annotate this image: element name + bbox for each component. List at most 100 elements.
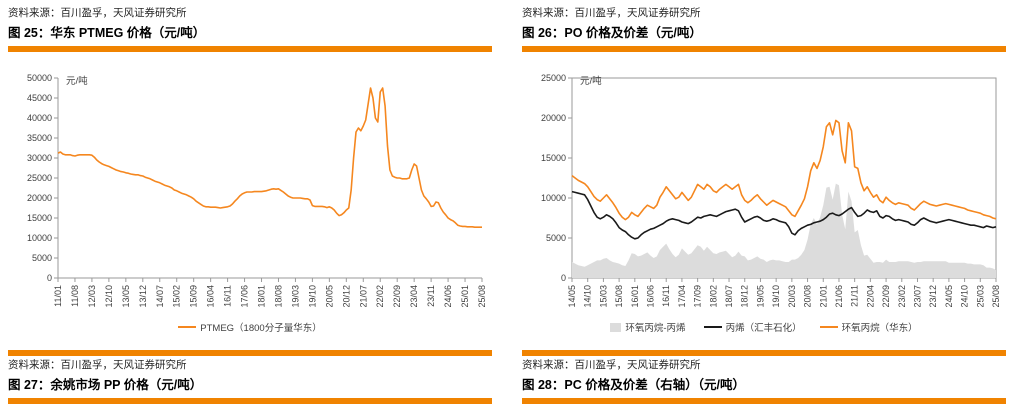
svg-text:25/08: 25/08 bbox=[477, 285, 487, 308]
svg-text:19/10: 19/10 bbox=[307, 285, 317, 308]
svg-text:11/08: 11/08 bbox=[70, 285, 80, 307]
svg-text:13/05: 13/05 bbox=[121, 285, 131, 308]
svg-text:16/11: 16/11 bbox=[661, 285, 671, 307]
svg-text:35000: 35000 bbox=[27, 133, 52, 143]
source-note-top: 资料来源：百川盈孚，天风证券研究所 bbox=[8, 7, 187, 19]
svg-text:40000: 40000 bbox=[27, 113, 52, 123]
svg-text:0: 0 bbox=[561, 273, 566, 283]
figure-title: 图 25：华东 PTMEG 价格（元/吨） bbox=[8, 26, 206, 40]
svg-text:15/03: 15/03 bbox=[598, 285, 608, 308]
ptmeg-price-chart: 0 5000 10000 15000 20000 25000 30000 35000 40000… bbox=[8, 58, 492, 334]
svg-text:45000: 45000 bbox=[27, 93, 52, 103]
source-note-top: 资料来源：百川盈孚，天风证券研究所 bbox=[522, 7, 701, 19]
legend-label: 丙烯（汇丰石化） bbox=[725, 323, 802, 334]
accent-bar bbox=[522, 46, 1006, 52]
chart-legend: PTMEG（1800分子量华东） bbox=[8, 320, 492, 334]
svg-text:22/04: 22/04 bbox=[865, 285, 875, 308]
svg-text:20/03: 20/03 bbox=[787, 285, 797, 308]
source-note-bottom: 资料来源：百川盈孚，天风证券研究所 bbox=[8, 359, 187, 371]
svg-text:5000: 5000 bbox=[546, 233, 566, 243]
svg-text:23/02: 23/02 bbox=[897, 285, 907, 308]
svg-text:16/06: 16/06 bbox=[646, 285, 656, 308]
svg-text:19/03: 19/03 bbox=[290, 285, 300, 308]
accent-bar bbox=[522, 350, 1006, 356]
svg-text:24/06: 24/06 bbox=[443, 285, 453, 308]
svg-text:12/10: 12/10 bbox=[104, 285, 114, 308]
svg-text:17/04: 17/04 bbox=[677, 285, 687, 308]
svg-text:21/01: 21/01 bbox=[818, 285, 828, 308]
svg-text:23/11: 23/11 bbox=[426, 285, 436, 307]
legend-label: 环氧丙烷-丙烯 bbox=[625, 323, 686, 334]
svg-text:14/10: 14/10 bbox=[583, 285, 593, 308]
next-figure-header: 资料来源：百川盈孚，天风证券研究所 图 27：余姚市场 PP 价格（元/吨） bbox=[8, 350, 492, 404]
chart-legend: 环氧丙烷-丙烯 丙烯（汇丰石化） 环氧丙烷（华东） bbox=[522, 320, 1006, 334]
svg-text:22/09: 22/09 bbox=[881, 285, 891, 308]
svg-text:15/02: 15/02 bbox=[172, 285, 182, 308]
svg-text:23/04: 23/04 bbox=[409, 285, 419, 308]
svg-text:20000: 20000 bbox=[27, 193, 52, 203]
svg-text:25000: 25000 bbox=[541, 73, 566, 83]
svg-text:15/08: 15/08 bbox=[614, 285, 624, 308]
svg-text:21/07: 21/07 bbox=[358, 285, 368, 308]
figure-title: 图 26：PO 价格及价差（元/吨） bbox=[522, 26, 702, 40]
svg-text:20/05: 20/05 bbox=[324, 285, 334, 308]
svg-text:10000: 10000 bbox=[27, 233, 52, 243]
legend-item: 环氧丙烷（华东） bbox=[819, 320, 918, 334]
svg-text:15000: 15000 bbox=[27, 213, 52, 223]
next-figure-header: 资料来源：百川盈孚，天风证券研究所 图 28：PC 价格及价差（右轴）（元/吨） bbox=[522, 350, 1006, 404]
legend-item: PTMEG（1800分子量华东） bbox=[178, 320, 322, 334]
legend-line-swatch bbox=[819, 326, 838, 328]
accent-bar bbox=[8, 46, 492, 52]
svg-text:元/吨: 元/吨 bbox=[66, 75, 88, 87]
svg-text:18/01: 18/01 bbox=[257, 285, 267, 308]
figure-panel-po: 资料来源：百川盈孚，天风证券研究所 图 26：PO 价格及价差（元/吨） 0 50… bbox=[522, 4, 1006, 404]
svg-text:20/08: 20/08 bbox=[803, 285, 813, 308]
next-figure-title: 图 27：余姚市场 PP 价格（元/吨） bbox=[8, 378, 203, 392]
legend-label: 环氧丙烷（华东） bbox=[841, 323, 918, 334]
po-price-spread-chart-canvas: 0 5000 10000 15000 20000 25000 14/05 14/10 15/03… bbox=[541, 73, 1001, 308]
svg-text:25/01: 25/01 bbox=[460, 285, 470, 308]
svg-text:13/12: 13/12 bbox=[138, 285, 148, 308]
svg-text:25/08: 25/08 bbox=[991, 285, 1001, 308]
source-note-bottom: 资料来源：百川盈孚，天风证券研究所 bbox=[522, 359, 701, 371]
svg-text:17/09: 17/09 bbox=[693, 285, 703, 308]
svg-text:21/11: 21/11 bbox=[850, 285, 860, 307]
svg-text:15/09: 15/09 bbox=[189, 285, 199, 308]
accent-bar bbox=[8, 350, 492, 356]
svg-text:18/12: 18/12 bbox=[740, 285, 750, 308]
svg-text:18/02: 18/02 bbox=[708, 285, 718, 308]
svg-text:50000: 50000 bbox=[27, 73, 52, 83]
svg-text:19/10: 19/10 bbox=[771, 285, 781, 308]
legend-line-swatch bbox=[703, 326, 722, 328]
svg-text:16/01: 16/01 bbox=[630, 285, 640, 308]
svg-text:23/07: 23/07 bbox=[912, 285, 922, 308]
svg-text:18/07: 18/07 bbox=[724, 285, 734, 308]
svg-text:0: 0 bbox=[47, 273, 52, 283]
svg-text:20000: 20000 bbox=[541, 113, 566, 123]
svg-text:元/吨: 元/吨 bbox=[580, 75, 602, 87]
legend-area-swatch bbox=[610, 322, 622, 332]
accent-bar bbox=[8, 398, 492, 404]
svg-text:22/02: 22/02 bbox=[375, 285, 385, 308]
legend-item: 丙烯（汇丰石化） bbox=[703, 320, 802, 334]
legend-line-swatch bbox=[178, 326, 197, 328]
svg-text:15000: 15000 bbox=[541, 153, 566, 163]
figure-panel-ptmeg: 资料来源：百川盈孚，天风证券研究所 图 25：华东 PTMEG 价格（元/吨） … bbox=[8, 4, 492, 404]
svg-text:30000: 30000 bbox=[27, 153, 52, 163]
svg-text:25/03: 25/03 bbox=[975, 285, 985, 308]
svg-text:23/12: 23/12 bbox=[928, 285, 938, 308]
svg-text:24/05: 24/05 bbox=[944, 285, 954, 308]
svg-text:11/01: 11/01 bbox=[53, 285, 63, 307]
next-figure-title: 图 28：PC 价格及价差（右轴）（元/吨） bbox=[522, 378, 745, 392]
legend-item: 环氧丙烷-丙烯 bbox=[610, 320, 686, 334]
svg-text:25000: 25000 bbox=[27, 173, 52, 183]
svg-text:14/07: 14/07 bbox=[155, 285, 165, 308]
svg-text:19/05: 19/05 bbox=[755, 285, 765, 308]
legend-label: PTMEG（1800分子量华东） bbox=[200, 323, 322, 334]
svg-text:24/10: 24/10 bbox=[960, 285, 970, 308]
svg-text:17/06: 17/06 bbox=[240, 285, 250, 308]
svg-text:16/11: 16/11 bbox=[223, 285, 233, 307]
svg-text:12/03: 12/03 bbox=[87, 285, 97, 308]
ptmeg-price-chart-canvas: 0 5000 10000 15000 20000 25000 30000 35000 40000… bbox=[27, 73, 487, 308]
